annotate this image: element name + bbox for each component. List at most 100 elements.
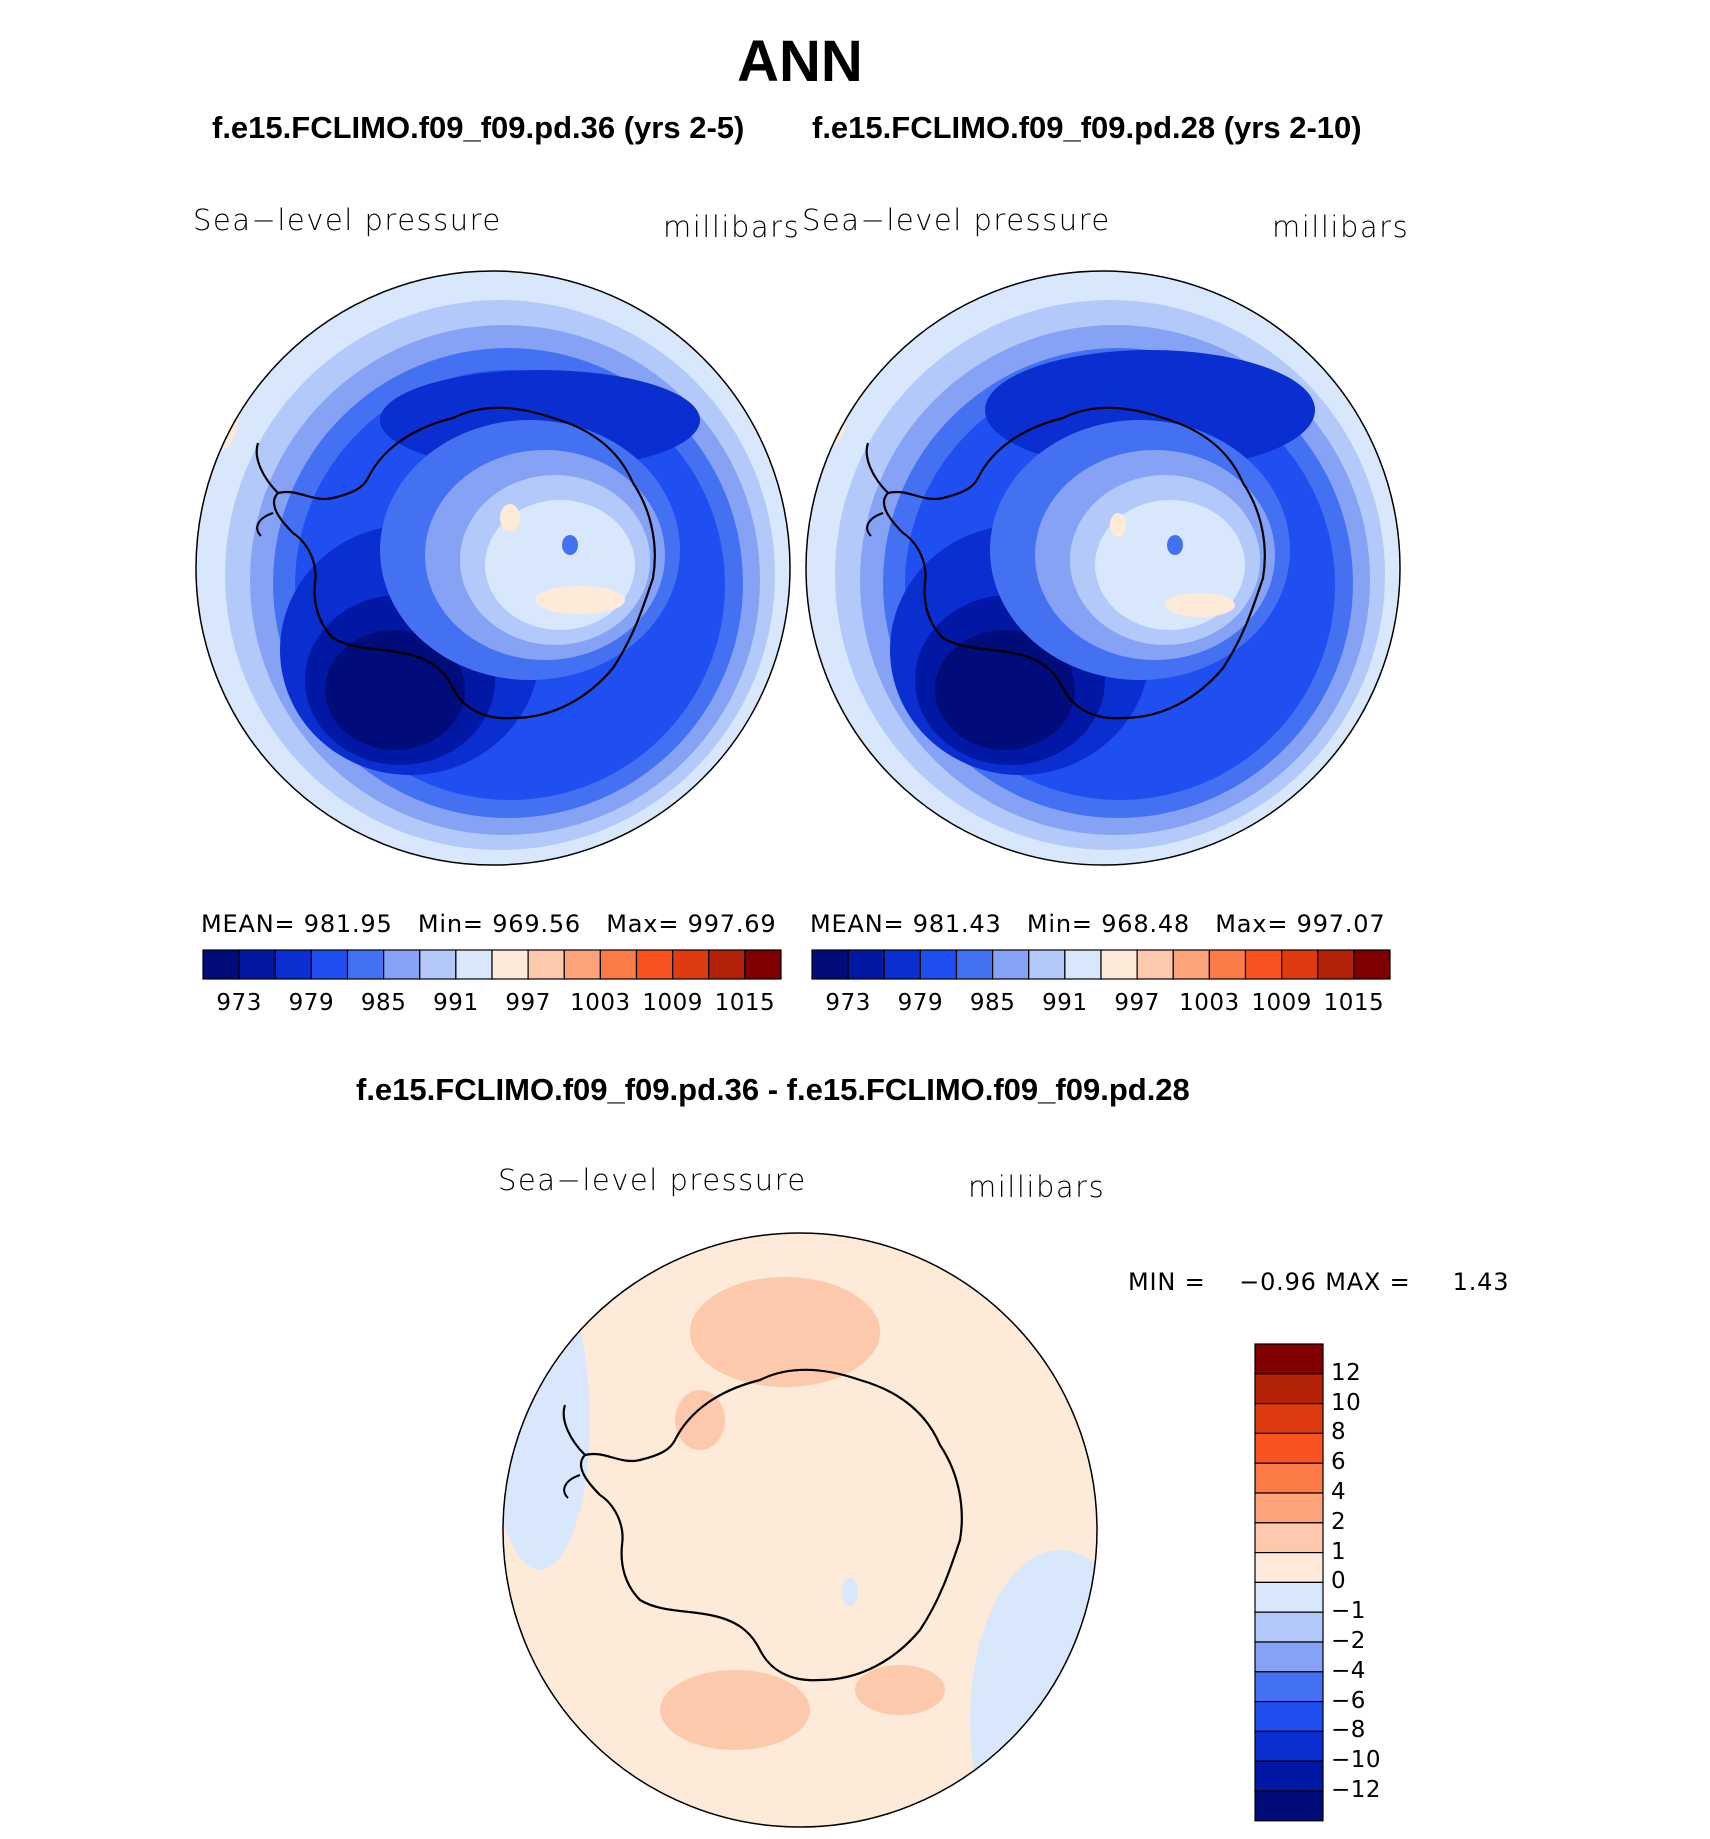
diff-pos-mid (675, 1390, 725, 1450)
colorbar-right-swatch-9 (1136, 949, 1174, 980)
colorbar-left-swatch-8 (491, 949, 529, 980)
colorbar-diff-swatch-6 (1254, 1522, 1324, 1554)
max-value-left: 997.69 (687, 910, 777, 938)
units-label-diff: millibars (968, 1170, 1106, 1204)
colorbar-right-swatch-14 (1317, 949, 1355, 980)
colorbar-right-swatch-1 (847, 949, 885, 980)
plateau-dip (562, 535, 578, 555)
colorbar-right-swatch-6 (1028, 949, 1066, 980)
colorbar-diff-tick-0: 12 (1331, 1359, 1362, 1386)
colorbar-diff-swatch-0 (1254, 1343, 1324, 1375)
colorbar-diff-swatch-11 (1254, 1671, 1324, 1703)
colorbar-left-swatch-10 (563, 949, 601, 980)
colorbar-left-swatch-11 (599, 949, 638, 980)
max-label-left: Max= (606, 910, 680, 938)
colorbar-diff-swatch-7 (1254, 1551, 1324, 1583)
min-value-right: 968.48 (1101, 910, 1190, 938)
colorbar-diff-tick-1: 10 (1331, 1389, 1362, 1416)
colorbar-diff-tick-9: −2 (1331, 1628, 1366, 1654)
colorbar-right-swatch-3 (919, 949, 958, 980)
colorbar-right-tick-2: 985 (969, 990, 1016, 1016)
colorbar-diff-tick-3: 6 (1331, 1449, 1347, 1476)
colorbar-diff-tick-13: −10 (1331, 1747, 1382, 1774)
map-diff-border (502, 1232, 1098, 1828)
colorbar-left-swatch-15 (744, 949, 782, 980)
colorbar-right-swatch-2 (883, 949, 921, 980)
colorbar-right-swatch-8 (1100, 949, 1138, 980)
colorbar-diff-tick-14: −12 (1331, 1777, 1382, 1803)
figure-title: ANN (737, 29, 863, 94)
colorbar-diff-swatch-10 (1254, 1641, 1324, 1673)
plateau-dip-r (1167, 535, 1183, 555)
colorbar-right-swatch-15 (1353, 949, 1391, 980)
diff-neg-west (503, 1270, 590, 1570)
diff-neg-small (842, 1578, 858, 1606)
colorbar-right-swatch-13 (1281, 949, 1319, 980)
max-value-right: 997.07 (1296, 910, 1386, 938)
colorbar-right-swatch-4 (955, 949, 994, 980)
colorbar-right-tick-5: 1003 (1179, 990, 1240, 1016)
mean-value-right: 981.43 (912, 910, 1002, 938)
max-label-right: Max= (1215, 910, 1289, 938)
map-left-border (195, 270, 791, 866)
colorbar-diff-swatch-9 (1254, 1611, 1324, 1643)
colorbar-diff-tick-6: 1 (1331, 1538, 1347, 1565)
colorbar-right-tick-1: 979 (897, 990, 944, 1016)
colorbar-diff-swatch-1 (1254, 1373, 1324, 1405)
colorbar-diff-swatch-15 (1254, 1790, 1324, 1822)
colorbar-left-swatch-2 (274, 949, 312, 980)
colorbar-diff-swatch-5 (1254, 1492, 1324, 1524)
map-left (196, 271, 790, 865)
colorbar-right (811, 949, 1391, 980)
blob-c1 (325, 630, 465, 750)
variable-label-diff: Sea−level pressure (498, 1163, 807, 1197)
colorbar-right-swatch-10 (1172, 949, 1210, 980)
colorbar-diff-tick-12: −8 (1331, 1717, 1366, 1744)
colorbar-left-swatch-12 (635, 949, 674, 980)
diff-pos-south (660, 1670, 810, 1750)
colorbar-right-tick-6: 1009 (1251, 990, 1312, 1016)
diff-base-w1 (503, 1233, 1097, 1827)
stats-left: MEAN= 981.95 Min= 969.56 Max= 997.69 (201, 910, 776, 938)
colorbar-left-swatch-5 (383, 949, 421, 980)
map-diff (503, 1233, 1097, 1827)
colorbar-left-tick-7: 1015 (714, 990, 776, 1016)
colorbar-left-swatch-7 (455, 949, 493, 980)
colorbar-diff (1254, 1343, 1324, 1822)
stats-diff: MIN = −0.96 MAX = 1.43 (1128, 1268, 1509, 1296)
colorbar-diff-tick-2: 8 (1331, 1419, 1347, 1446)
plateau-w1-r (1165, 593, 1235, 617)
edge-w1 (204, 350, 240, 450)
colorbar-left-swatch-0 (202, 949, 240, 980)
colorbar-right-tick-0: 973 (825, 990, 871, 1016)
colorbar-diff-swatch-4 (1254, 1462, 1324, 1494)
colorbar-diff-tick-8: −1 (1331, 1598, 1366, 1625)
colorbar-left-tick-0: 973 (216, 990, 262, 1016)
case-title-right: f.e15.FCLIMO.f09_f09.pd.28 (yrs 2-10) (812, 110, 1362, 145)
colorbar-diff-swatch-14 (1254, 1760, 1324, 1792)
mean-value-left: 981.95 (303, 910, 393, 938)
min-label-diff: MIN = (1128, 1268, 1206, 1296)
colorbar-left-tick-1: 979 (288, 990, 335, 1016)
colorbar-left-tick-2: 985 (360, 990, 407, 1016)
min-value-left: 969.56 (492, 910, 581, 938)
stats-right: MEAN= 981.43 Min= 968.48 Max= 997.07 (810, 910, 1385, 938)
colorbar-right-tick-3: 991 (1042, 990, 1088, 1016)
variable-label-right: Sea−level pressure (802, 203, 1111, 237)
diff-pos-se (855, 1665, 945, 1715)
min-label-left: Min= (417, 910, 484, 938)
map-right (806, 271, 1400, 865)
min-value-diff: −0.96 (1239, 1268, 1317, 1296)
units-label-right: millibars (1272, 210, 1410, 244)
colorbar-right-swatch-11 (1208, 949, 1247, 980)
units-label-left: millibars (663, 210, 801, 244)
colorbar-right-tick-7: 1015 (1323, 990, 1385, 1016)
colorbar-right-swatch-0 (811, 949, 849, 980)
diff-title: f.e15.FCLIMO.f09_f09.pd.36 - f.e15.FCLIM… (356, 1072, 1190, 1107)
max-value-diff: 1.43 (1452, 1268, 1510, 1296)
plateau-w1b (500, 504, 520, 532)
mean-label-right: MEAN= (810, 910, 905, 938)
colorbar-left-swatch-4 (346, 949, 385, 980)
min-label-right: Min= (1026, 910, 1093, 938)
